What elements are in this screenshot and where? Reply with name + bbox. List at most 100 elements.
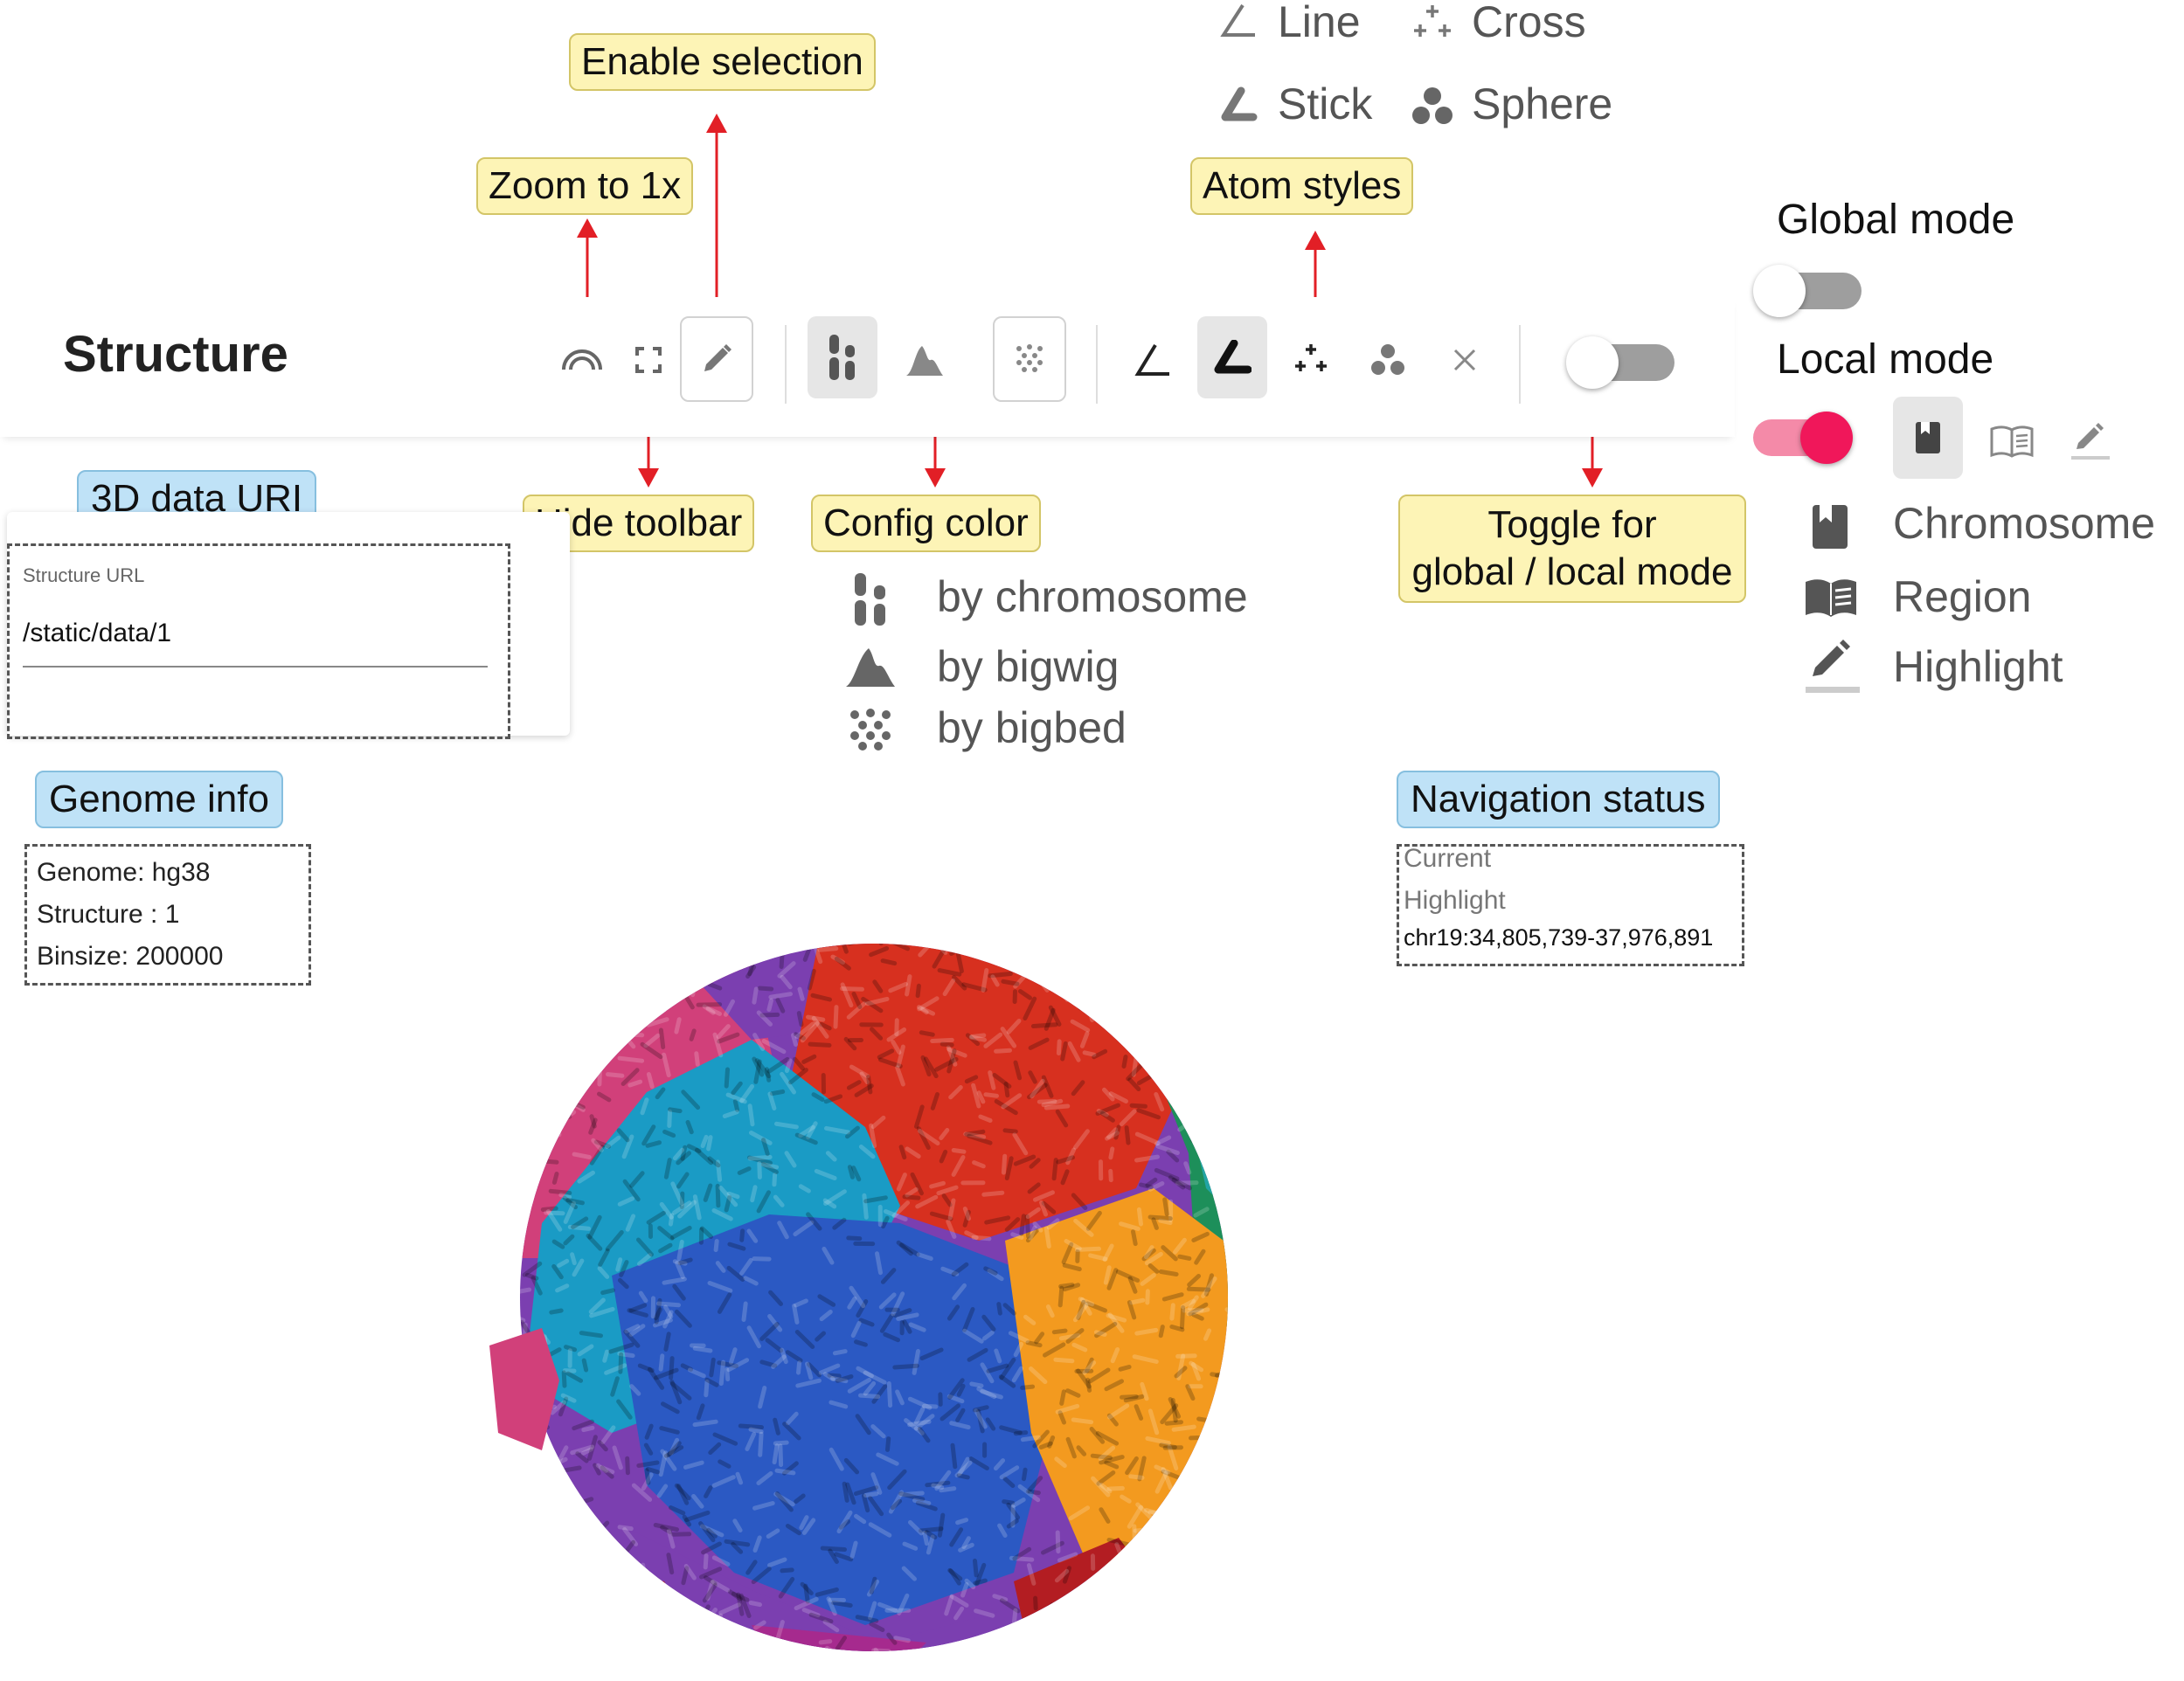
structure-rod bbox=[500, 1461, 501, 1471]
structure-rod bbox=[939, 1041, 954, 1048]
structure-rod bbox=[683, 905, 690, 915]
annotation-toggle-mode: Toggle for global / local mode bbox=[1398, 495, 1746, 603]
structure-rod bbox=[527, 1546, 550, 1553]
structure-rod bbox=[621, 1068, 640, 1086]
structure-rod bbox=[1154, 1135, 1172, 1146]
structure-rod bbox=[683, 1460, 704, 1470]
structure-rod bbox=[706, 1527, 718, 1539]
structure-rod bbox=[1210, 953, 1219, 967]
structure-rod bbox=[562, 1617, 581, 1623]
structure-rod bbox=[889, 944, 911, 951]
structure-rod bbox=[718, 1359, 726, 1387]
structure-rod bbox=[1041, 1200, 1057, 1214]
structure-rod bbox=[567, 1224, 592, 1231]
structure-3d-view[interactable] bbox=[489, 891, 1258, 1660]
structure-rod bbox=[999, 1425, 1023, 1435]
structure-rod bbox=[1074, 1593, 1099, 1603]
structure-rod bbox=[1175, 1353, 1197, 1359]
structure-rod bbox=[999, 1598, 1021, 1614]
color-by-bigbed-button[interactable] bbox=[993, 316, 1066, 402]
structure-rod bbox=[813, 944, 823, 965]
structure-rod bbox=[1147, 1510, 1164, 1516]
structure-rod bbox=[531, 944, 544, 951]
structure-rod bbox=[967, 1347, 988, 1362]
structure-rod bbox=[998, 915, 1007, 926]
structure-rod bbox=[1096, 1109, 1109, 1117]
chromosome-book-icon bbox=[1813, 505, 1848, 549]
structure-rod bbox=[570, 1444, 595, 1456]
structure-rod bbox=[1030, 898, 1037, 905]
atom-style-line-button[interactable] bbox=[1119, 319, 1189, 401]
structure-rod bbox=[1147, 1408, 1160, 1435]
structure-rod bbox=[1079, 1645, 1091, 1651]
structure-rod bbox=[942, 978, 956, 997]
structure-rod bbox=[1213, 1501, 1221, 1516]
structure-rod bbox=[746, 1325, 761, 1349]
structure-rod bbox=[851, 1166, 862, 1182]
structure-rod bbox=[914, 1104, 925, 1129]
atom-style-clear-button[interactable] bbox=[1430, 319, 1500, 401]
structure-rod bbox=[756, 1190, 771, 1214]
atom-style-sphere-button[interactable] bbox=[1353, 319, 1423, 401]
structure-rod bbox=[617, 1525, 634, 1532]
structure-rod bbox=[775, 998, 786, 1013]
color-by-chromosome-button[interactable] bbox=[808, 316, 877, 398]
structure-rod bbox=[704, 1575, 718, 1586]
structure-rod bbox=[1112, 970, 1123, 983]
structure-rod bbox=[1008, 1331, 1030, 1344]
structure-rod bbox=[1126, 947, 1141, 956]
structure-rod bbox=[779, 952, 785, 969]
local-mode-switch[interactable] bbox=[1751, 409, 1865, 467]
structure-rod bbox=[725, 1092, 747, 1104]
structure-rod bbox=[864, 925, 874, 937]
global-mode-switch[interactable] bbox=[1751, 262, 1865, 320]
structure-rod bbox=[926, 913, 946, 914]
structure-rod bbox=[884, 913, 887, 924]
structure-rod bbox=[784, 1151, 797, 1168]
structure-rod bbox=[1231, 1065, 1232, 1081]
structure-rod bbox=[903, 1654, 911, 1661]
zoom-button[interactable] bbox=[547, 319, 617, 401]
structure-rod bbox=[1185, 988, 1191, 1007]
structure-rod bbox=[756, 1644, 772, 1651]
structure-rod bbox=[801, 1608, 821, 1618]
structure-rod bbox=[717, 1360, 738, 1369]
structure-rod bbox=[952, 975, 967, 991]
structure-rod bbox=[1126, 1062, 1144, 1082]
legend-by-bigbed-label: by bigbed bbox=[937, 703, 1127, 752]
hide-toolbar-button[interactable] bbox=[614, 319, 683, 401]
mode-toggle-switch[interactable] bbox=[1552, 334, 1683, 391]
local-highlight-button[interactable] bbox=[2056, 400, 2125, 482]
structure-rod bbox=[846, 1235, 863, 1242]
color-by-bigwig-button[interactable] bbox=[890, 319, 960, 401]
structure-rod bbox=[761, 1039, 787, 1055]
atom-style-cross-button[interactable] bbox=[1276, 319, 1346, 401]
structure-rod bbox=[532, 1450, 540, 1472]
structure-rod bbox=[686, 1639, 711, 1651]
atom-style-stick-button[interactable] bbox=[1197, 316, 1267, 398]
structure-url-input[interactable]: /static/data/1 bbox=[23, 619, 488, 668]
structure-rod bbox=[1185, 1062, 1207, 1069]
structure-rod bbox=[1167, 1444, 1179, 1470]
structure-rod bbox=[551, 1239, 565, 1249]
structure-rod bbox=[611, 976, 625, 990]
structure-rod bbox=[1119, 1221, 1141, 1231]
structure-rod bbox=[1203, 1468, 1213, 1488]
structure-rod bbox=[849, 1540, 858, 1559]
structure-rod bbox=[907, 1396, 933, 1410]
local-chromosome-button[interactable] bbox=[1893, 397, 1963, 479]
structure-rod bbox=[794, 1132, 818, 1145]
structure-rod bbox=[597, 1440, 608, 1452]
structure-rod bbox=[797, 986, 805, 1001]
structure-rod bbox=[819, 1310, 833, 1322]
structure-rod bbox=[843, 1036, 857, 1051]
structure-rod bbox=[1133, 1526, 1157, 1533]
structure-rod bbox=[806, 1212, 822, 1231]
structure-rod bbox=[926, 1534, 935, 1555]
local-region-button[interactable] bbox=[1977, 400, 2047, 482]
structure-rod bbox=[1252, 1545, 1258, 1565]
structure-rod bbox=[1250, 950, 1258, 964]
structure-rod bbox=[544, 1641, 557, 1651]
structure-rod bbox=[612, 1546, 627, 1556]
enable-selection-button[interactable] bbox=[680, 316, 753, 402]
